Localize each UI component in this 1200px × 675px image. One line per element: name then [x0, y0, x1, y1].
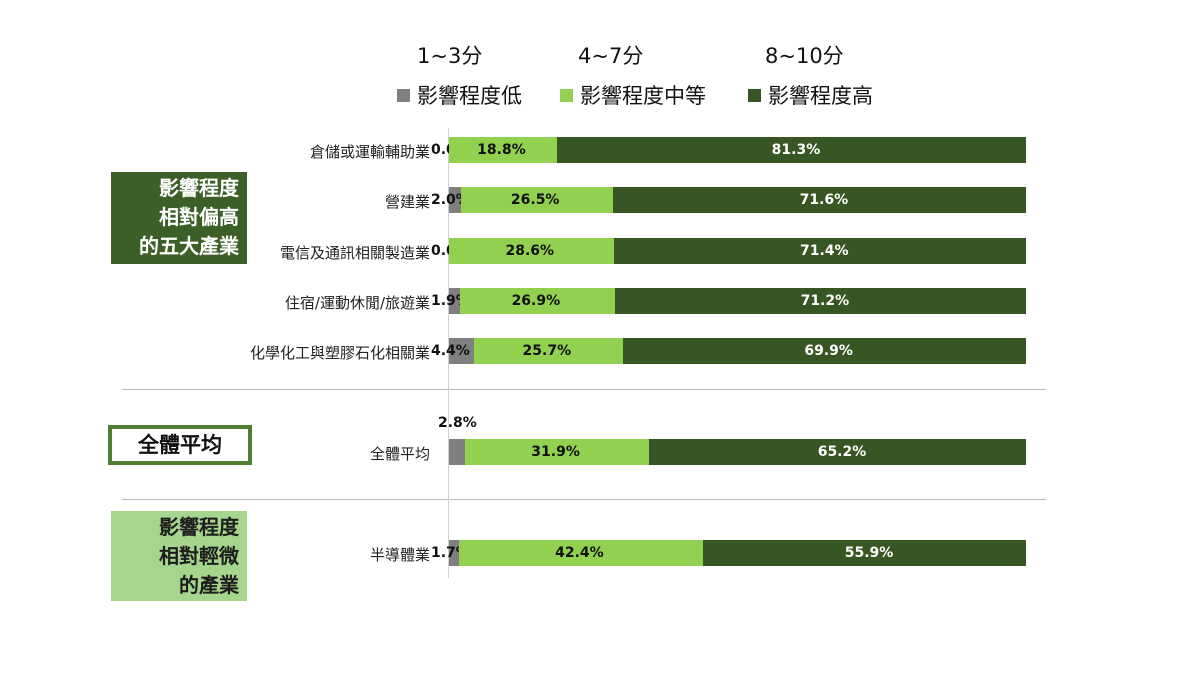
- bar-segment-low: [449, 338, 475, 364]
- vertical-axis-line: [448, 128, 449, 578]
- bar-segment-high: [557, 137, 1026, 163]
- data-label: 2.0%: [431, 192, 470, 208]
- legend-swatch-high: [748, 88, 761, 102]
- bar-segment-high: [622, 338, 1026, 364]
- bar-segment-low: [449, 288, 460, 314]
- data-label: 31.9%: [531, 444, 580, 460]
- bar-segment-high: [703, 540, 1026, 566]
- separator-line-top: [122, 389, 1046, 390]
- bar-segment-high: [649, 439, 1026, 465]
- bar-segment-high: [614, 238, 1026, 264]
- legend-label-mid: 影響程度中等: [580, 84, 706, 108]
- data-label: 18.8%: [477, 142, 526, 158]
- bar-segment-low: [449, 540, 459, 566]
- legend-score-low: 1~3分: [417, 44, 483, 68]
- legend-item-high: 影響程度高: [748, 80, 873, 110]
- bar-segment-mid: [449, 137, 558, 163]
- group-label-average: 全體平均: [108, 425, 252, 465]
- group-label-low: 影響程度 相對輕微 的產業: [111, 511, 247, 601]
- separator-line-bottom: [122, 499, 1046, 500]
- legend-swatch-mid: [560, 88, 573, 102]
- bar-segment-high: [613, 187, 1026, 213]
- data-label: 26.5%: [510, 192, 560, 208]
- data-label: 2.8%: [438, 415, 477, 431]
- bar-segment-low: [449, 439, 466, 465]
- category-label: 電信及通訊相關製造業: [279, 244, 430, 262]
- legend-label-low: 影響程度低: [417, 84, 522, 108]
- bar-segment-mid: [449, 238, 615, 264]
- group-label-average-text: 全體平均: [138, 433, 222, 457]
- data-label: 69.9%: [804, 343, 853, 359]
- data-label: 71.4%: [800, 243, 849, 259]
- category-label: 營建業: [384, 193, 430, 211]
- data-label: 4.4%: [431, 343, 470, 359]
- group-label-high: 影響程度 相對偏高 的五大產業: [111, 172, 247, 264]
- group-label-high-text: 影響程度 相對偏高 的五大產業: [139, 176, 239, 258]
- data-label: 65.2%: [817, 444, 867, 460]
- data-label: 26.9%: [511, 293, 561, 309]
- data-label: 42.4%: [555, 545, 604, 561]
- category-label: 半導體業: [369, 546, 430, 564]
- bar-segment-mid: [465, 439, 650, 465]
- category-label: 化學化工與塑膠石化相關業: [249, 344, 430, 362]
- data-label: 71.6%: [799, 192, 849, 208]
- data-label: 55.9%: [844, 545, 894, 561]
- data-label: 81.3%: [771, 142, 821, 158]
- legend-label-high: 影響程度高: [768, 84, 873, 108]
- data-label: 28.6%: [505, 243, 555, 259]
- group-label-low-text: 影響程度 相對輕微 的產業: [159, 515, 239, 597]
- data-label: 25.7%: [522, 343, 572, 359]
- bar-segment-mid: [460, 187, 614, 213]
- category-label: 倉儲或運輸輔助業: [309, 143, 430, 161]
- bar-segment-mid: [474, 338, 623, 364]
- bar-segment-low: [449, 187, 461, 213]
- bar-segment-mid: [459, 288, 616, 314]
- legend-item-mid: 影響程度中等: [560, 80, 706, 110]
- bar-segment-high: [615, 288, 1026, 314]
- bar-segment-mid: [458, 540, 704, 566]
- category-label: 全體平均: [369, 445, 430, 463]
- legend-item-low: 影響程度低: [397, 80, 522, 110]
- data-label: 71.2%: [800, 293, 850, 309]
- category-label: 住宿/運動休閒/旅遊業: [284, 294, 430, 312]
- legend-swatch-low: [397, 88, 410, 102]
- legend-score-high: 8~10分: [765, 44, 844, 68]
- legend-score-mid: 4~7分: [578, 44, 644, 68]
